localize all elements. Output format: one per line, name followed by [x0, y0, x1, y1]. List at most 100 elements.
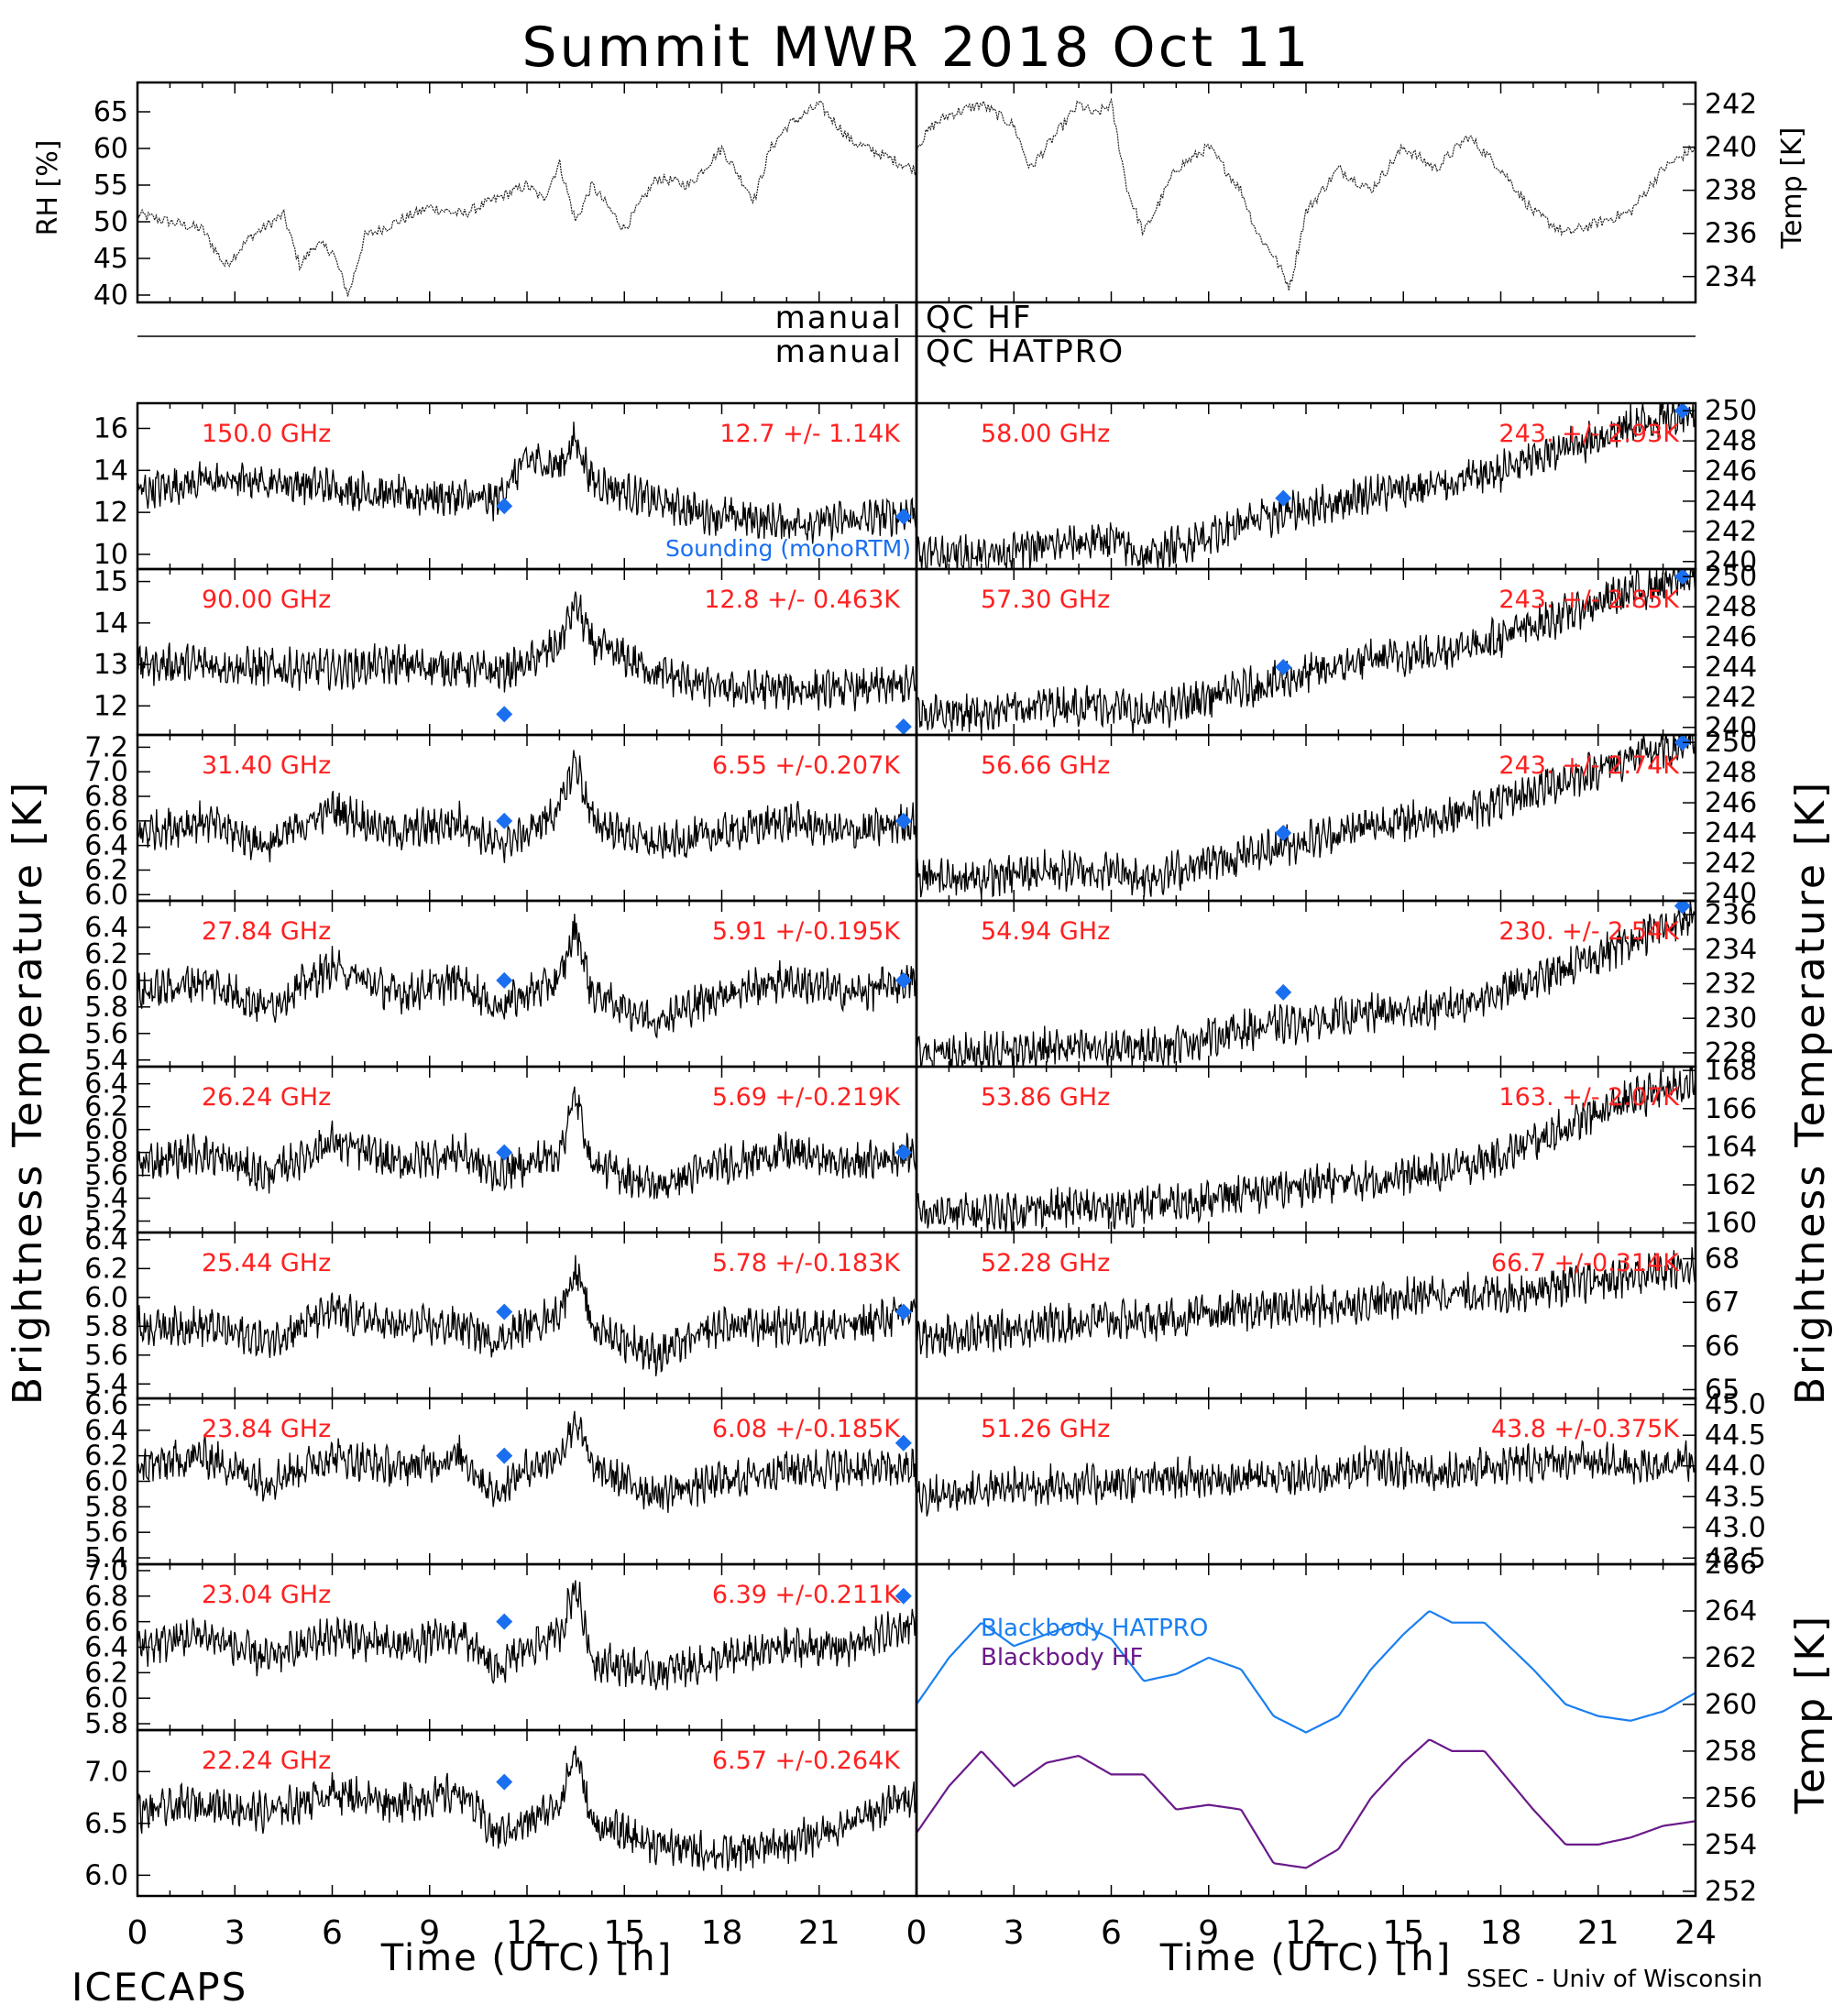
- c56-ytick-label: 242: [1705, 848, 1757, 880]
- panel-c27: 27.84 GHz 5.91 +/-0.195K 5.45.65.86.06.26.…: [84, 899, 918, 1077]
- c22-freq-label: 22.24 GHz: [202, 1747, 331, 1775]
- c56-ytick-label: 250: [1705, 727, 1757, 759]
- c31-ytick-label: 7.0: [84, 756, 128, 788]
- c150-marker-1: [895, 508, 912, 525]
- xtick-label-left: 3: [225, 1914, 246, 1952]
- bb-series-1: [916, 1738, 1696, 1869]
- c26-ytick-label: 6.2: [84, 1091, 128, 1123]
- bb-ytick-label: 254: [1705, 1829, 1757, 1861]
- c27-ytick-label: 5.6: [84, 1018, 128, 1050]
- c52-freq-label: 52.28 GHz: [981, 1249, 1110, 1277]
- c54-marker-0: [1275, 983, 1292, 1001]
- c25-marker-0: [496, 1303, 513, 1320]
- c26-ytick-label: 5.4: [84, 1183, 128, 1215]
- c150-ytick-label: 12: [93, 497, 128, 529]
- c52-ytick-label: 66: [1705, 1331, 1740, 1363]
- panel-c52: 52.28 GHz 66.7 +/-0.314K 65 66 67 68: [915, 1231, 1740, 1406]
- temp-ytick-label: 240: [1705, 132, 1757, 164]
- panel-c31: 31.40 GHz 6.55 +/-0.207K6.06.26.46.66.87.…: [84, 731, 918, 911]
- c52-ytick-label: 68: [1705, 1244, 1740, 1276]
- c53-ytick-label: 164: [1705, 1131, 1757, 1163]
- xtick-label-left: 9: [419, 1914, 440, 1952]
- bb-legend-0: Blackbody HATPRO: [981, 1615, 1208, 1642]
- c57-ytick-label: 246: [1705, 621, 1757, 653]
- rh-ytick-label: 40: [93, 279, 128, 312]
- c54-ytick-label: 234: [1705, 934, 1757, 966]
- temp-ytick-label: 238: [1705, 175, 1757, 207]
- c90-ytick-label: 15: [93, 566, 128, 598]
- bb-ytick-label: 264: [1705, 1595, 1757, 1627]
- c90-ytick-label: 14: [93, 608, 128, 640]
- c23b-trace: [137, 1580, 916, 1691]
- c150-ytick-label: 10: [93, 539, 128, 571]
- c23a-ytick-label: 5.6: [84, 1517, 128, 1549]
- c150-trace: [137, 422, 916, 544]
- c27-freq-label: 27.84 GHz: [202, 917, 331, 946]
- tb-left-axis-title: Brightness Temperature [K]: [5, 780, 51, 1405]
- c23b-ytick-label: 6.4: [84, 1632, 128, 1664]
- c56-trace: [916, 735, 1696, 898]
- c56-freq-label: 56.66 GHz: [981, 751, 1110, 780]
- c58-stats-label: 243. +/- 2.93K: [1498, 420, 1680, 448]
- c90-ytick-label: 13: [93, 649, 128, 681]
- xtick-label-right: 15: [1382, 1914, 1424, 1952]
- c23a-ytick-label: 5.8: [84, 1491, 128, 1523]
- c54-freq-label: 54.94 GHz: [981, 917, 1110, 946]
- panel-c53: 53.86 GHz 163. +/- 2.07K 160 162 164 166 168: [915, 1055, 1757, 1240]
- temp-axis-title: Temp [K]: [1776, 127, 1808, 250]
- c56-ytick-label: 248: [1705, 757, 1757, 789]
- bb-ytick-label: 262: [1705, 1642, 1757, 1674]
- xtick-label-left: 15: [603, 1914, 645, 1952]
- c26-ytick-label: 5.8: [84, 1137, 128, 1169]
- c23a-ytick-label: 6.6: [84, 1389, 128, 1421]
- c23a-trace: [137, 1410, 916, 1513]
- footer-right: SSEC - Univ of Wisconsin: [1466, 1966, 1762, 1993]
- c57-freq-label: 57.30 GHz: [981, 586, 1110, 614]
- c23b-ytick-label: 7.0: [84, 1555, 128, 1587]
- bb-ytick-label: 256: [1705, 1782, 1757, 1814]
- c27-ytick-label: 5.4: [84, 1045, 128, 1077]
- panel-c58: 58.00 GHz 243. +/- 2.93K 24024224424624825…: [915, 395, 1757, 578]
- xtick-label-right: 24: [1674, 1914, 1717, 1952]
- c27-marker-0: [496, 971, 513, 989]
- c58-ytick-label: 244: [1705, 486, 1757, 518]
- bb-ytick-label: 252: [1705, 1876, 1757, 1908]
- c58-ytick-label: 246: [1705, 455, 1757, 488]
- c31-trace: [137, 750, 916, 863]
- c90-ytick-label: 12: [93, 690, 128, 722]
- c23a-stats-label: 6.08 +/-0.185K: [712, 1415, 901, 1443]
- figure-title: Summit MWR 2018 Oct 11: [521, 16, 1311, 80]
- xtick-label-right: 9: [1198, 1914, 1219, 1952]
- c31-ytick-label: 6.4: [84, 830, 128, 862]
- c53-trace: [916, 1067, 1696, 1233]
- c54-marker-1: [1674, 901, 1691, 915]
- c22-trace: [137, 1745, 916, 1872]
- c54-ytick-label: 230: [1705, 1003, 1757, 1035]
- c27-ytick-label: 6.2: [84, 938, 128, 970]
- c23b-freq-label: 23.04 GHz: [202, 1581, 331, 1609]
- c53-stats-label: 163. +/- 2.07K: [1498, 1083, 1680, 1112]
- c51-ytick-label: 44.5: [1705, 1419, 1766, 1452]
- xtick-label-right: 0: [906, 1914, 927, 1952]
- c31-stats-label: 6.55 +/-0.207K: [712, 751, 901, 780]
- c26-marker-0: [496, 1144, 513, 1161]
- c25-ytick-label: 6.2: [84, 1253, 128, 1285]
- bb-ytick-label: 260: [1705, 1689, 1757, 1721]
- c31-ytick-label: 6.2: [84, 854, 128, 886]
- qc-hatpro-left: manual: [775, 334, 903, 370]
- bb-series-0: [916, 1610, 1696, 1734]
- c23a-ytick-label: 6.4: [84, 1415, 128, 1447]
- c56-ytick-label: 240: [1705, 878, 1757, 910]
- c52-ytick-label: 65: [1705, 1374, 1740, 1406]
- c150-marker-0: [496, 498, 513, 515]
- xtick-label-right: 3: [1004, 1914, 1025, 1952]
- c58-ytick-label: 250: [1705, 395, 1757, 427]
- c54-stats-label: 230. +/- 2.54K: [1498, 917, 1680, 946]
- c31-ytick-label: 7.2: [84, 731, 128, 763]
- c25-stats-label: 5.78 +/-0.183K: [712, 1249, 901, 1277]
- c27-ytick-label: 5.8: [84, 992, 128, 1024]
- qc-hf-right: QC HF: [926, 300, 1032, 336]
